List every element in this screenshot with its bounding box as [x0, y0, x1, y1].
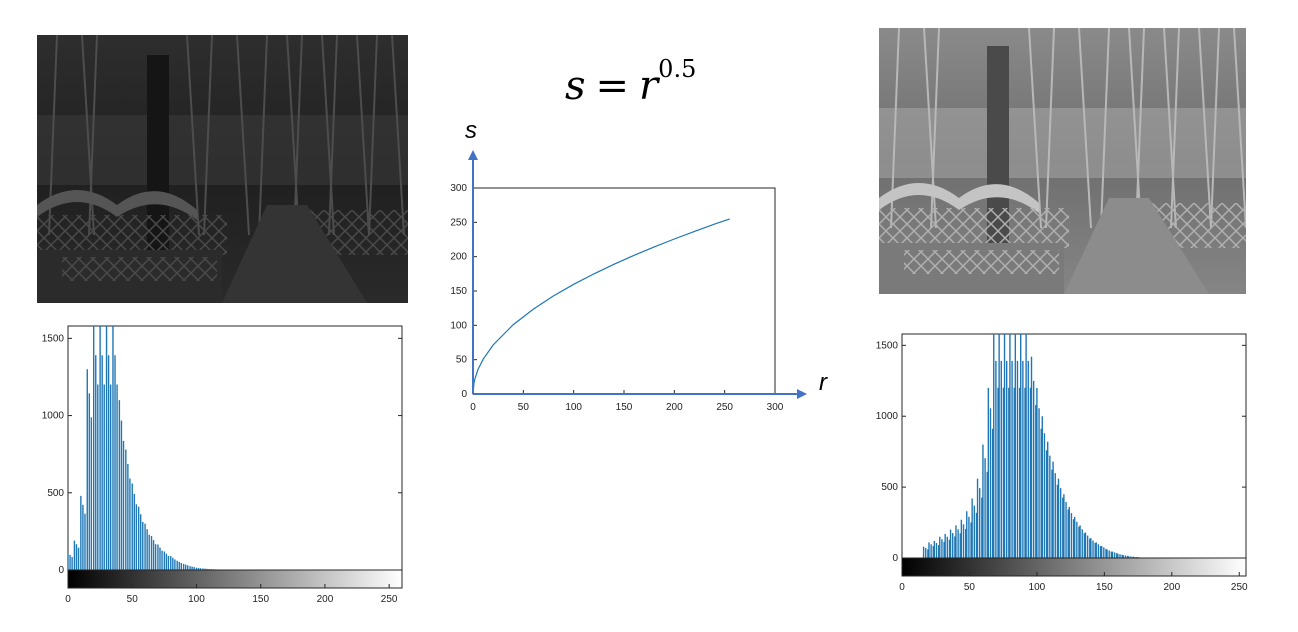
grayscale-colorbar	[67, 569, 403, 589]
x-tick-label: 100	[565, 402, 582, 413]
y-tick-label: 250	[450, 217, 467, 228]
formula-exponent: 0.5	[658, 55, 697, 83]
bamboo-stems	[48, 35, 405, 236]
y-tick-label: 0	[58, 565, 64, 576]
x-tick-label: 250	[381, 594, 398, 605]
x-tick-label: 150	[252, 594, 269, 605]
original-histogram-svg: 0 500 1000 1500 0 50 100 150 200 250	[42, 325, 403, 605]
x-tick-label: 50	[127, 594, 139, 605]
x-arrow-head	[797, 389, 807, 399]
y-axis-label: s	[465, 117, 477, 144]
y-tick-label: 500	[881, 482, 898, 493]
original-dark-photo	[37, 35, 408, 303]
y-tick-label: 1000	[42, 411, 65, 422]
x-tick-label: 50	[518, 402, 530, 413]
y-tick-label: 1500	[876, 340, 899, 351]
y-tick-label: 300	[450, 183, 467, 194]
x-tick-label: 200	[317, 594, 334, 605]
original-histogram: 0 500 1000 1500 0 50 100 150 200 250	[30, 318, 415, 613]
formula-base: r	[639, 63, 659, 109]
y-tick-label: 1500	[42, 333, 65, 344]
gamma-curve-chart: 0 50 100 150 200 250 300 0 50 100 150 200 250 300 s r	[440, 110, 840, 420]
original-photo-image	[37, 35, 408, 303]
x-tick-label: 0	[65, 594, 71, 605]
x-tick-label: 150	[616, 402, 633, 413]
formula-lhs: s	[565, 63, 586, 109]
enhanced-photo-image	[879, 28, 1246, 294]
enhanced-histogram: 0 500 1000 1500 0 50 100 150 200 250	[862, 326, 1262, 606]
grayscale-colorbar	[901, 557, 1247, 577]
plot-area	[67, 325, 403, 571]
y-tick-label: 0	[461, 389, 467, 400]
x-tick-label: 300	[767, 402, 784, 413]
x-tick-label: 100	[1029, 582, 1046, 593]
x-tick-label: 0	[899, 582, 905, 593]
x-axis-label: r	[819, 369, 828, 396]
x-tick-label: 200	[666, 402, 683, 413]
x-tick-label: 0	[470, 402, 476, 413]
x-tick-label: 200	[1163, 582, 1180, 593]
y-tick-label: 500	[47, 488, 64, 499]
plot-area	[472, 187, 776, 395]
gamma-formula: s = r0.5	[565, 55, 696, 109]
y-tick-label: 100	[450, 320, 467, 331]
y-tick-label: 50	[456, 355, 468, 366]
formula-equals: =	[595, 63, 630, 109]
x-tick-label: 250	[716, 402, 733, 413]
enhanced-histogram-svg: 0 500 1000 1500 0 50 100 150 200 250	[876, 333, 1248, 593]
y-arrow-head	[468, 150, 478, 160]
enhanced-photo	[879, 28, 1246, 294]
x-tick-label: 100	[188, 594, 205, 605]
y-tick-label: 1000	[876, 411, 899, 422]
gamma-curve-line	[472, 218, 730, 395]
y-tick-label: 150	[450, 286, 467, 297]
x-tick-label: 50	[964, 582, 976, 593]
y-tick-label: 200	[450, 252, 467, 263]
x-tick-label: 250	[1231, 582, 1248, 593]
gamma-curve-svg: 0 50 100 150 200 250 300 0 50 100 150 200 250 300 s r	[450, 117, 828, 413]
x-tick-label: 150	[1096, 582, 1113, 593]
y-tick-label: 0	[892, 553, 898, 564]
